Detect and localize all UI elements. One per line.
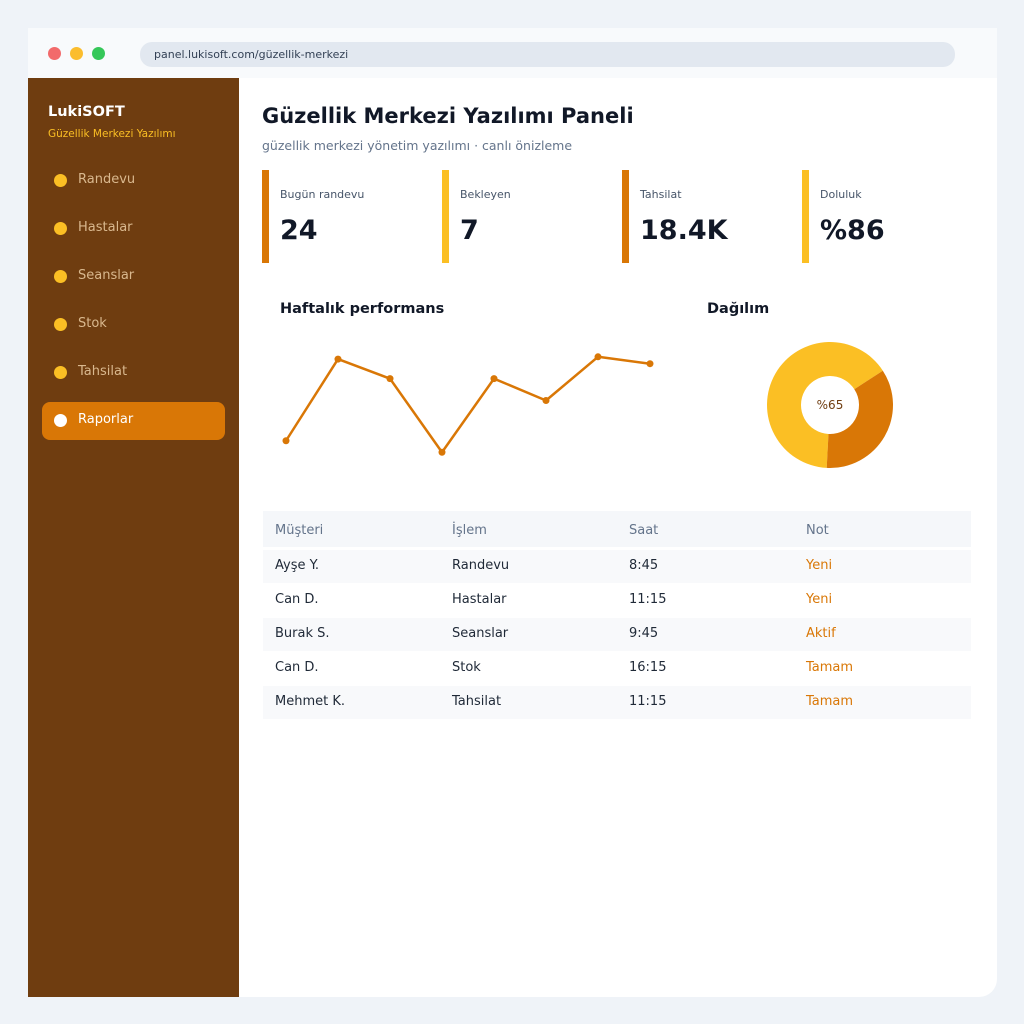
status-cell: Yeni <box>806 592 833 607</box>
brand-logo-text: LukiSOFT <box>48 104 125 120</box>
sidebar-item-label: Randevu <box>78 172 136 187</box>
stat-value: 24 <box>280 215 318 246</box>
stat-value: %86 <box>820 215 885 246</box>
line-point[interactable] <box>438 448 446 456</box>
sidebar-item-label: Stok <box>78 316 107 331</box>
customer-cell: Can D. <box>275 660 319 675</box>
stat-accent-bar <box>622 170 629 263</box>
browser-window: panel.lukisoft.com/güzellik-merkezi Luki… <box>28 28 997 997</box>
column-header: Not <box>806 523 829 538</box>
bullet-icon <box>54 318 67 331</box>
line-point[interactable] <box>386 375 394 383</box>
time-cell: 11:15 <box>629 592 667 607</box>
brand-subtitle: Güzellik Merkezi Yazılımı <box>48 128 176 140</box>
customer-cell: Can D. <box>275 592 319 607</box>
stat-label: Bugün randevu <box>280 188 365 201</box>
bullet-icon <box>54 270 67 283</box>
minimize-window-button[interactable] <box>70 47 83 60</box>
table-row[interactable]: Mehmet K. Tahsilat 11:15 Tamam <box>263 686 971 719</box>
line-series <box>284 355 651 454</box>
time-cell: 16:15 <box>629 660 667 675</box>
service-cell: Randevu <box>452 558 510 573</box>
service-cell: Seanslar <box>452 626 509 641</box>
browser-titlebar: panel.lukisoft.com/güzellik-merkezi <box>28 28 997 78</box>
main-content: Güzellik Merkezi Yazılımı Paneli güzelli… <box>239 78 997 997</box>
stat-accent-bar <box>262 170 269 263</box>
stat-card-bugun-randevu: Bugün randevu 24 <box>262 170 432 263</box>
sidebar-item-hastalar[interactable]: Hastalar <box>42 210 225 248</box>
stat-card-bekleyen: Bekleyen 7 <box>442 170 612 263</box>
stat-value: 7 <box>460 215 479 246</box>
sidebar-item-randevu[interactable]: Randevu <box>42 162 225 200</box>
column-header: Saat <box>629 523 659 538</box>
table-row[interactable]: Ayşe Y. Randevu 8:45 Yeni <box>263 550 971 583</box>
status-cell: Tamam <box>806 694 854 709</box>
maximize-window-button[interactable] <box>92 47 105 60</box>
donut-center-label: %65 <box>817 398 844 412</box>
time-cell: 9:45 <box>629 626 659 641</box>
page-subtitle: güzellik merkezi yönetim yazılımı · canl… <box>262 138 573 153</box>
pie-slice[interactable] <box>826 370 893 468</box>
time-cell: 11:15 <box>629 694 667 709</box>
table-row[interactable]: Can D. Hastalar 11:15 Yeni <box>263 584 971 617</box>
line-chart-title: Haftalık performans <box>280 301 445 317</box>
bullet-icon <box>54 366 67 379</box>
time-cell: 8:45 <box>629 558 659 573</box>
line-point[interactable] <box>542 397 550 404</box>
stat-card-tahsilat: Tahsilat 18.4K <box>622 170 792 263</box>
sidebar-item-label: Hastalar <box>78 220 133 235</box>
table-header-row: Müşteri İşlem Saat Not <box>263 511 971 547</box>
line-point[interactable] <box>334 355 342 363</box>
service-cell: Stok <box>452 660 481 675</box>
line-point[interactable] <box>646 360 654 368</box>
service-cell: Tahsilat <box>452 694 502 709</box>
status-cell: Tamam <box>806 660 854 675</box>
status-cell: Aktif <box>806 626 836 641</box>
customer-cell: Burak S. <box>275 626 330 641</box>
customer-cell: Mehmet K. <box>275 694 346 709</box>
sidebar-item-label: Tahsilat <box>78 364 128 379</box>
pie-slice[interactable] <box>767 342 883 468</box>
line-point[interactable] <box>594 353 602 361</box>
page-title: Güzellik Merkezi Yazılımı Paneli <box>262 104 634 128</box>
stat-card-doluluk: Doluluk %86 <box>802 170 972 263</box>
sidebar-item-label: Seanslar <box>78 268 135 283</box>
close-window-button[interactable] <box>48 47 61 60</box>
line-point[interactable] <box>490 375 498 383</box>
sidebar-item-seanslar[interactable]: Seanslar <box>42 258 225 296</box>
line-chart <box>282 353 654 456</box>
sidebar-item-raporlar[interactable]: Raporlar <box>42 402 225 440</box>
table-row[interactable]: Burak S. Seanslar 9:45 Aktif <box>263 618 971 651</box>
column-header: İşlem <box>452 523 487 538</box>
column-header: Müşteri <box>275 523 324 538</box>
sidebar-item-label: Raporlar <box>78 412 134 427</box>
stat-accent-bar <box>802 170 809 263</box>
customer-cell: Ayşe Y. <box>275 558 320 573</box>
stat-label: Doluluk <box>820 188 862 201</box>
sidebar-item-tahsilat[interactable]: Tahsilat <box>42 354 225 392</box>
address-bar[interactable]: panel.lukisoft.com/güzellik-merkezi <box>140 42 955 67</box>
donut-chart: %65 <box>767 342 893 468</box>
bullet-icon <box>54 414 67 427</box>
stat-value: 18.4K <box>640 215 728 246</box>
sidebar: LukiSOFT Güzellik Merkezi Yazılımı Rande… <box>28 78 239 997</box>
bullet-icon <box>54 222 67 235</box>
service-cell: Hastalar <box>452 592 507 607</box>
table-row[interactable]: Can D. Stok 16:15 Tamam <box>263 652 971 685</box>
stat-label: Bekleyen <box>460 188 511 201</box>
status-cell: Yeni <box>806 558 833 573</box>
line-point[interactable] <box>282 437 290 445</box>
donut-chart-title: Dağılım <box>707 301 770 317</box>
stat-label: Tahsilat <box>640 188 682 201</box>
stat-accent-bar <box>442 170 449 263</box>
sidebar-item-stok[interactable]: Stok <box>42 306 225 344</box>
bullet-icon <box>54 174 67 187</box>
